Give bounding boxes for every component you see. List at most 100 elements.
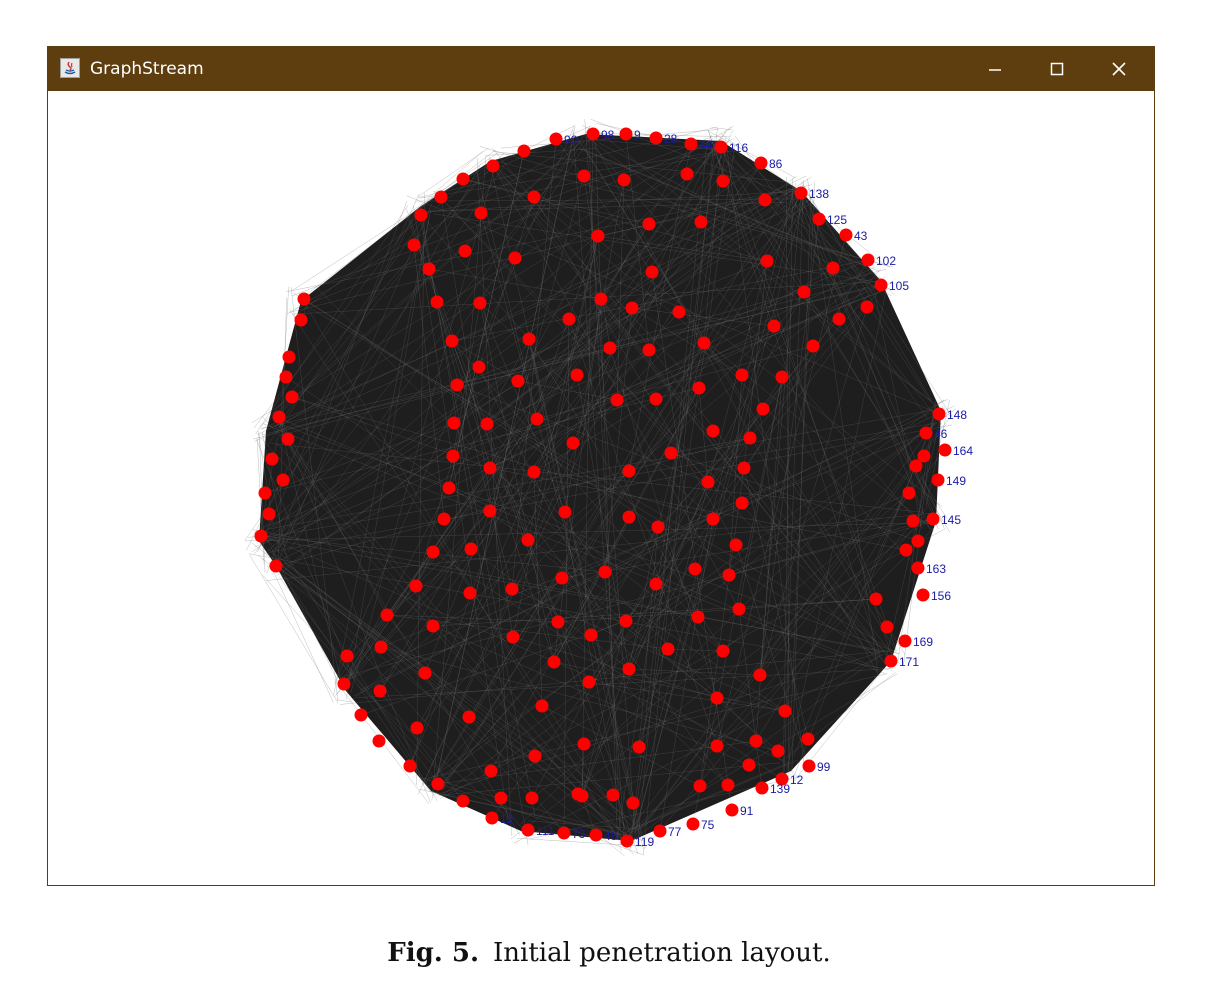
graph-node[interactable] [622,662,636,676]
graph-node[interactable] [434,190,448,204]
graph-node[interactable] [906,514,920,528]
graph-node[interactable] [473,296,487,310]
graph-node[interactable] [414,208,428,222]
graph-node[interactable] [661,642,675,656]
graph-node[interactable] [558,505,572,519]
graph-node[interactable] [619,127,633,141]
graph-node[interactable] [254,529,268,543]
graph-node[interactable] [577,169,591,183]
graph-node[interactable] [725,803,739,817]
graph-node[interactable] [626,796,640,810]
graph-node[interactable] [535,699,549,713]
graph-node[interactable] [575,789,589,803]
graph-node[interactable] [373,684,387,698]
graph-canvas[interactable]: 90 98 9 28 44 116 86 138 125 43 102 105 148 46 164 149 1… [48,91,1154,885]
graph-node[interactable] [664,446,678,460]
graph-node[interactable] [403,759,417,773]
graph-node[interactable] [771,744,785,758]
graph-node[interactable] [484,764,498,778]
graph-node[interactable] [710,691,724,705]
graph-node[interactable] [622,510,636,524]
graph-node[interactable] [755,781,769,795]
graph-node[interactable] [562,312,576,326]
graph-node[interactable] [566,436,580,450]
graph-node[interactable] [557,826,571,840]
graph-node[interactable] [517,144,531,158]
graph-node[interactable] [521,823,535,837]
graph-node[interactable] [753,668,767,682]
graph-node[interactable] [729,538,743,552]
graph-node[interactable] [450,378,464,392]
graph-node[interactable] [760,254,774,268]
graph-node[interactable] [506,630,520,644]
graph-node[interactable] [716,174,730,188]
graph-node[interactable] [691,610,705,624]
graph-node[interactable] [555,571,569,585]
graph-node[interactable] [463,586,477,600]
graph-node[interactable] [527,465,541,479]
graph-node[interactable] [686,817,700,831]
graph-node[interactable] [380,608,394,622]
graph-node[interactable] [778,704,792,718]
graph-node[interactable] [483,504,497,518]
graph-node[interactable] [430,295,444,309]
graph-node[interactable] [797,285,811,299]
graph-node[interactable] [874,278,888,292]
graph-node[interactable] [354,708,368,722]
graph-node[interactable] [861,253,875,267]
graph-node[interactable] [586,127,600,141]
graph-node[interactable] [706,424,720,438]
graph-node[interactable] [649,392,663,406]
graph-node[interactable] [282,350,296,364]
graph-node[interactable] [653,824,667,838]
graph-node[interactable] [486,159,500,173]
graph-node[interactable] [409,579,423,593]
graph-node[interactable] [931,473,945,487]
graph-node[interactable] [697,336,711,350]
graph-node[interactable] [410,721,424,735]
graph-node[interactable] [407,238,421,252]
graph-node[interactable] [710,739,724,753]
graph-node[interactable] [693,779,707,793]
graph-node[interactable] [426,619,440,633]
graph-node[interactable] [902,486,916,500]
graph-node[interactable] [812,212,826,226]
graph-node[interactable] [589,828,603,842]
graph-node[interactable] [743,431,757,445]
graph-node[interactable] [767,319,781,333]
graph-node[interactable] [485,811,499,825]
graph-node[interactable] [437,512,451,526]
graph-node[interactable] [917,449,931,463]
graph-node[interactable] [446,449,460,463]
graph-node[interactable] [758,193,772,207]
graph-node[interactable] [522,332,536,346]
graph-node[interactable] [445,334,459,348]
graph-node[interactable] [610,393,624,407]
graph-node[interactable] [511,374,525,388]
graph-node[interactable] [926,512,940,526]
graph-node[interactable] [603,341,617,355]
graph-node[interactable] [919,426,933,440]
graph-node[interactable] [577,737,591,751]
graph-node[interactable] [802,759,816,773]
graph-node[interactable] [294,313,308,327]
graph-node[interactable] [754,156,768,170]
graph-node[interactable] [645,265,659,279]
graph-node[interactable] [775,370,789,384]
graph-node[interactable] [272,410,286,424]
graph-node[interactable] [694,215,708,229]
graph-node[interactable] [632,740,646,754]
graph-node[interactable] [530,412,544,426]
title-bar[interactable]: GraphStream [48,47,1154,91]
graph-node[interactable] [642,217,656,231]
graph-node[interactable] [262,507,276,521]
graph-node[interactable] [794,186,808,200]
maximize-button[interactable] [1026,47,1088,91]
graph-node[interactable] [625,301,639,315]
graph-node[interactable] [735,496,749,510]
graph-node[interactable] [649,577,663,591]
graph-node[interactable] [508,251,522,265]
graph-node[interactable] [651,520,665,534]
graph-node[interactable] [431,777,445,791]
graph-node[interactable] [716,644,730,658]
